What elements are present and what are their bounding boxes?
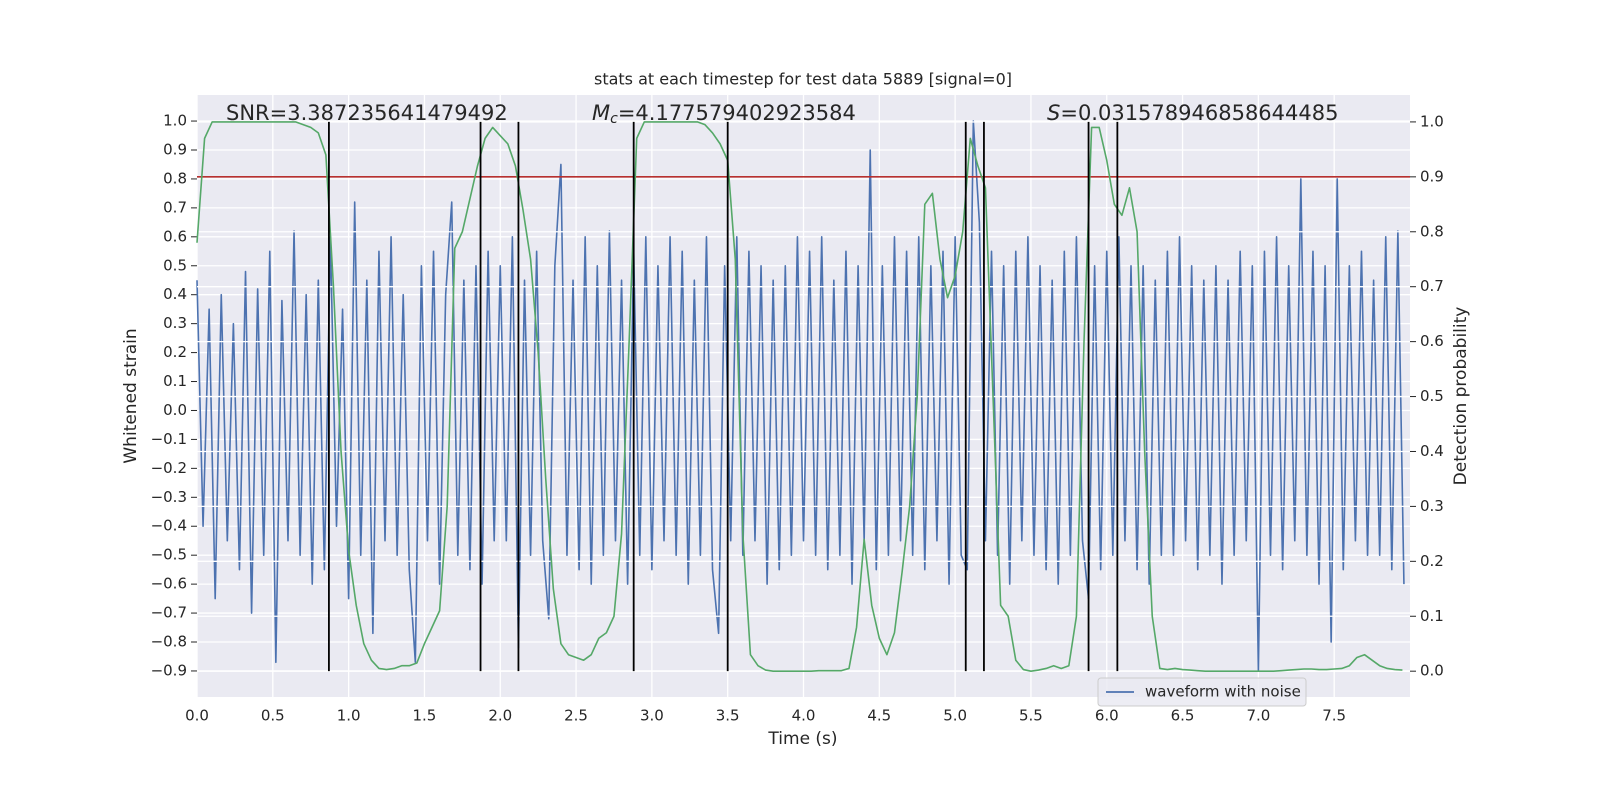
- y2-tick-label: 0.4: [1420, 442, 1444, 460]
- x-tick-label: 3.5: [716, 707, 740, 725]
- annotation-symbol: S: [1047, 101, 1060, 125]
- y-tick-label: 0.5: [163, 256, 187, 274]
- y-tick-label: 0.4: [163, 285, 187, 303]
- y-tick-label: 0.8: [163, 169, 187, 187]
- y2-tick-label: 0.9: [1420, 167, 1444, 185]
- x-tick-label: 5.5: [1019, 707, 1043, 725]
- y-tick-label: 0.1: [163, 372, 187, 390]
- x-tick-label: 7.5: [1322, 707, 1346, 725]
- y-tick-label: −0.3: [151, 488, 187, 506]
- x-tick-label: 6.5: [1171, 707, 1195, 725]
- y2-tick-label: 1.0: [1420, 112, 1444, 130]
- y-tick-label: −0.6: [151, 575, 187, 593]
- y-tick-label: 0.0: [163, 401, 187, 419]
- x-tick-label: 3.0: [640, 707, 664, 725]
- y-tick-label: 0.6: [163, 227, 187, 245]
- series-line: [196, 121, 1403, 672]
- x-tick-label: 5.0: [943, 707, 967, 725]
- chart-title: stats at each timestep for test data 588…: [594, 70, 1012, 89]
- x-tick-label: 4.0: [792, 707, 816, 725]
- y2-axis-label: Detection probability: [1451, 307, 1471, 486]
- annotation-text: =0.031578946858644485: [1060, 101, 1338, 125]
- y-tick-label: 0.7: [163, 198, 187, 216]
- y2-tick-label: 0.1: [1420, 607, 1444, 625]
- legend-label: waveform with noise: [1145, 683, 1301, 701]
- y-axis-label: Whitened strain: [121, 328, 141, 463]
- x-tick-label: 1.5: [413, 707, 437, 725]
- y-tick-label: 0.2: [163, 343, 187, 361]
- annotation-subscript: c: [610, 111, 618, 127]
- x-tick-label: 7.0: [1246, 707, 1270, 725]
- annotation: S=0.031578946858644485: [1047, 101, 1338, 125]
- y-tick-label: −0.9: [151, 661, 187, 679]
- x-axis-label: Time (s): [767, 729, 837, 749]
- y-tick-label: −0.2: [151, 459, 187, 477]
- y2-tick-label: 0.8: [1420, 222, 1444, 240]
- series-line: [196, 120, 1405, 672]
- y2-tick-label: 0.6: [1420, 332, 1444, 350]
- y2-tick-label: 0.7: [1420, 277, 1444, 295]
- y2-tick-label: 0.3: [1420, 497, 1444, 515]
- annotation-text: =4.177579402923584: [618, 101, 856, 125]
- y-tick-label: 0.9: [163, 140, 187, 158]
- annotation: SNR=3.387235641479492: [226, 101, 508, 125]
- y-tick-label: −0.1: [151, 430, 187, 448]
- y-tick-label: −0.8: [151, 633, 187, 651]
- legend-box: [1097, 677, 1307, 707]
- x-tick-label: 4.5: [867, 707, 891, 725]
- x-tick-label: 0.5: [261, 707, 285, 725]
- annotation: Mc=4.177579402923584: [592, 101, 856, 127]
- x-tick-label: 0.0: [185, 707, 209, 725]
- y-tick-label: 0.3: [163, 314, 187, 332]
- y2-tick-label: 0.2: [1420, 552, 1444, 570]
- y-tick-label: 1.0: [163, 112, 187, 130]
- x-tick-label: 2.5: [564, 707, 588, 725]
- annotation-text: SNR=3.387235641479492: [226, 101, 508, 125]
- x-tick-label: 6.0: [1095, 707, 1119, 725]
- y-tick-label: −0.4: [151, 517, 187, 535]
- annotation-symbol: M: [592, 101, 610, 125]
- x-tick-label: 2.0: [488, 707, 512, 725]
- y-tick-label: −0.5: [151, 546, 187, 564]
- y2-tick-label: 0.5: [1420, 387, 1444, 405]
- x-tick-label: 1.0: [337, 707, 361, 725]
- y-tick-label: −0.7: [151, 604, 187, 622]
- y2-tick-label: 0.0: [1420, 662, 1444, 680]
